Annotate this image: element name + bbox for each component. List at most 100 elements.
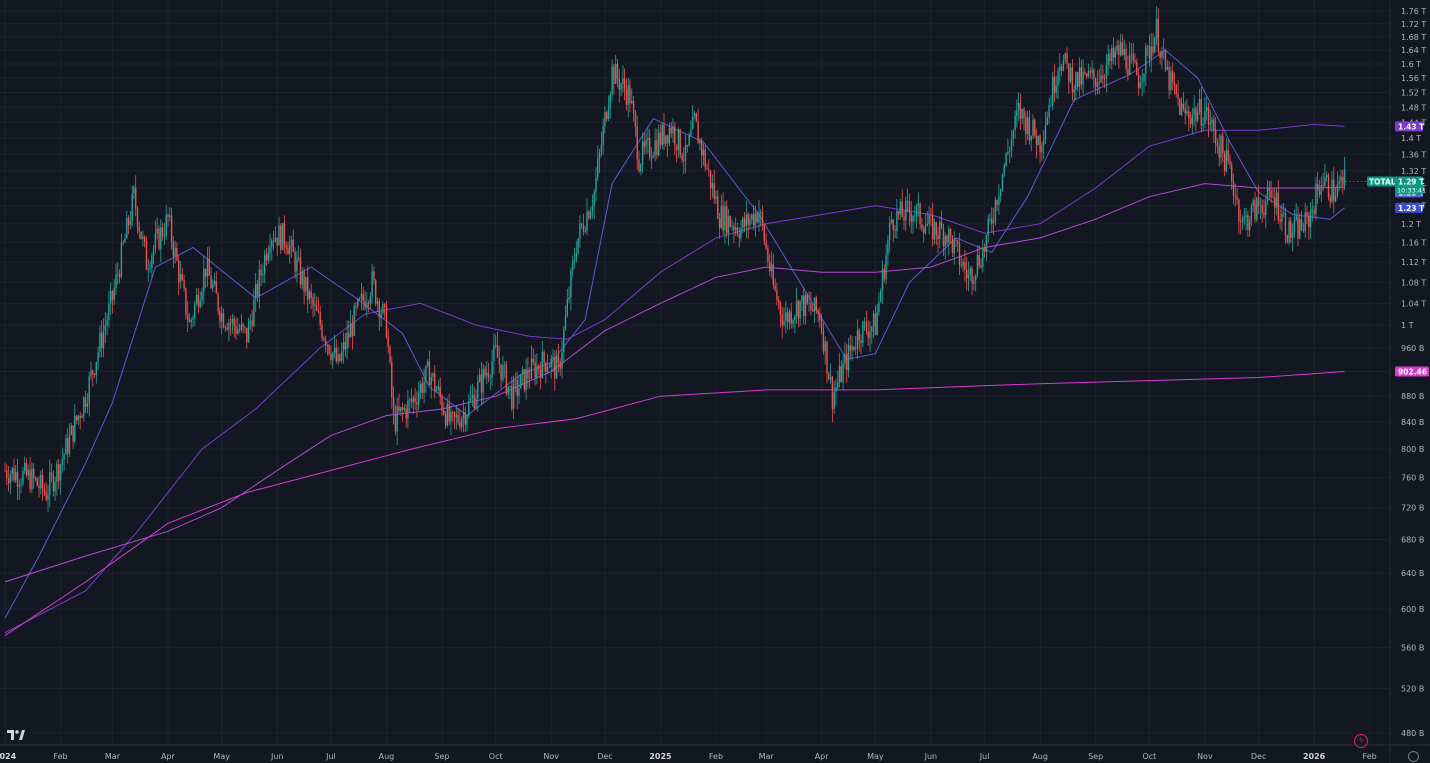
- price-axis[interactable]: 1.76 T 1.72 T 1.68 T 1.64 T 1.6 T 1.56 T 1.52 …: [1401, 7, 1426, 738]
- candle-body: [659, 132, 662, 145]
- candle-body: [36, 478, 38, 486]
- candle-body: [1283, 213, 1285, 214]
- candle-body: [792, 320, 794, 324]
- candle-body: [6, 470, 8, 478]
- candle-body: [1188, 111, 1190, 119]
- candle-body: [378, 301, 380, 318]
- candle-body: [581, 223, 583, 226]
- lightning-icon[interactable]: ϟ: [1354, 734, 1368, 748]
- candle-body: [310, 291, 312, 298]
- candle-body: [303, 271, 305, 292]
- candle-body: [684, 145, 687, 161]
- y-tick-label: 1.72 T: [1401, 20, 1426, 29]
- candle-body: [908, 202, 911, 213]
- candle-body: [1275, 192, 1278, 208]
- candle-body: [1281, 213, 1283, 222]
- candle-body: [1236, 196, 1238, 200]
- candle-body: [1084, 71, 1086, 74]
- candle-body: [328, 345, 330, 354]
- candle-body: [258, 269, 260, 297]
- candle-body: [504, 364, 506, 366]
- candle-body: [844, 353, 846, 364]
- candle-body: [480, 374, 483, 393]
- candle-body: [813, 297, 816, 312]
- candle-body: [881, 269, 884, 292]
- candle-body: [199, 300, 201, 307]
- candle-body: [1078, 67, 1081, 87]
- candle-body: [541, 351, 543, 378]
- candle-body: [851, 346, 853, 351]
- candle-body: [271, 240, 273, 248]
- candle-body: [495, 345, 497, 346]
- candle-body: [86, 403, 89, 408]
- candle-body: [50, 472, 53, 475]
- candle-body: [97, 352, 99, 363]
- tradingview-logo-icon[interactable]: [7, 729, 25, 741]
- candle-body: [1082, 71, 1084, 85]
- candle-body: [521, 369, 524, 375]
- settings-icon[interactable]: [1408, 751, 1419, 762]
- candle-body: [341, 351, 343, 361]
- x-tick-label: Oct: [489, 752, 503, 761]
- candle-body: [1225, 149, 1228, 172]
- candle-body: [838, 365, 841, 383]
- candle-body: [278, 225, 280, 246]
- candle-body: [779, 302, 782, 315]
- y-tick-label: 480 B: [1401, 729, 1424, 738]
- candle-body: [1329, 196, 1331, 203]
- candle-body: [1284, 213, 1287, 236]
- time-axis[interactable]: 2024 Feb Mar Apr May Jun Jul Aug Sep Oct Nov Dec 202…: [0, 752, 1377, 761]
- candle-body: [996, 200, 998, 205]
- candle-body: [1317, 183, 1319, 191]
- candle-body: [117, 274, 119, 275]
- candle-body: [663, 124, 665, 144]
- candle-body: [410, 399, 413, 403]
- y-tick-label: 1.52 T: [1401, 88, 1426, 97]
- candle-body: [400, 407, 402, 412]
- candle-body: [33, 468, 35, 479]
- candle-body: [455, 414, 457, 417]
- candle-body: [609, 94, 611, 108]
- candle-body: [525, 369, 527, 390]
- candle-body: [772, 264, 774, 286]
- candle-body: [183, 279, 185, 288]
- candle-body: [298, 257, 300, 259]
- candle-body: [1193, 108, 1195, 115]
- candle-body: [498, 358, 500, 365]
- candle-body: [598, 151, 601, 159]
- candle-body: [928, 214, 930, 224]
- candle-body: [790, 311, 792, 324]
- candle-body: [915, 206, 918, 216]
- candle-body: [577, 238, 579, 253]
- candle-body: [538, 365, 540, 370]
- candle-body: [83, 397, 85, 416]
- symbol-badge[interactable]: TOTAL2: [1367, 176, 1401, 187]
- candle-body: [187, 314, 189, 321]
- candle-body: [975, 274, 977, 281]
- candle-body: [364, 300, 366, 308]
- candle-body: [715, 196, 717, 199]
- candle-body: [1277, 192, 1279, 220]
- candle-body: [880, 291, 882, 302]
- candle-body: [1163, 50, 1165, 52]
- candle-body: [367, 303, 370, 304]
- candle-body: [315, 304, 318, 311]
- candle-body: [67, 437, 69, 454]
- candle-body: [1132, 54, 1134, 61]
- candle-body: [1087, 71, 1090, 77]
- candle-body: [690, 129, 692, 136]
- candle-body: [505, 364, 508, 394]
- candle-body: [774, 285, 776, 291]
- candle-body: [509, 386, 511, 387]
- y-tick-label: 520 B: [1401, 685, 1424, 694]
- candle-body: [1279, 219, 1281, 222]
- candle-body: [885, 255, 887, 280]
- candle-body: [788, 311, 791, 323]
- candle-body: [152, 248, 155, 256]
- candle-body: [940, 222, 943, 229]
- candle-body: [418, 392, 420, 405]
- candle-body: [1154, 38, 1156, 53]
- candle-body: [658, 132, 660, 155]
- x-tick-label: Jun: [270, 752, 284, 761]
